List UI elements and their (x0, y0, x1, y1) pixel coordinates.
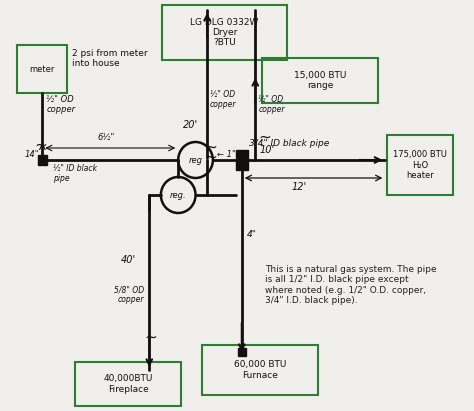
Text: 15,000 BTU
range: 15,000 BTU range (293, 71, 346, 90)
Text: 40,000BTU
Fireplace: 40,000BTU Fireplace (103, 374, 153, 394)
Text: 10': 10' (259, 145, 274, 155)
Text: ← 1": ← 1" (217, 150, 236, 159)
Text: meter: meter (30, 65, 55, 74)
Text: ~: ~ (145, 330, 157, 345)
Text: ~: ~ (204, 150, 217, 165)
Text: reg.: reg. (170, 191, 187, 199)
Text: reg: reg (189, 155, 202, 164)
Text: 6½": 6½" (97, 133, 115, 142)
Text: LG DLG 0332W
Dryer
?BTU: LG DLG 0332W Dryer ?BTU (190, 18, 259, 47)
Bar (262, 58, 378, 103)
Text: ½" OD
copper: ½" OD copper (210, 90, 237, 109)
Bar (387, 135, 453, 195)
Bar (162, 5, 287, 60)
Text: 2 psi from meter
into house: 2 psi from meter into house (72, 49, 148, 68)
Text: This is a natural gas system. The pipe
is all 1/2" I.D. black pipe except
where : This is a natural gas system. The pipe i… (265, 265, 437, 305)
Text: 175,000 BTU
H₂O
heater: 175,000 BTU H₂O heater (393, 150, 447, 180)
Text: ~: ~ (204, 140, 217, 155)
Text: ~: ~ (35, 138, 47, 153)
Text: 14": 14" (25, 150, 40, 159)
Text: 4": 4" (246, 230, 256, 239)
Text: 40': 40' (120, 255, 136, 265)
Bar (75, 362, 181, 406)
Text: ½" OD
copper: ½" OD copper (258, 95, 285, 114)
Bar (236, 150, 247, 170)
Text: 20': 20' (183, 120, 198, 130)
Text: 12': 12' (291, 182, 306, 192)
Text: 3/4" ID black pipe: 3/4" ID black pipe (249, 139, 329, 148)
Text: 5/8" OD
copper: 5/8" OD copper (114, 285, 145, 305)
Bar (238, 348, 246, 356)
Text: 60,000 BTU
Furnace: 60,000 BTU Furnace (234, 360, 286, 380)
Bar (37, 155, 47, 165)
Text: ½" ID black
pipe: ½" ID black pipe (53, 164, 97, 183)
Text: ½" OD
copper: ½" OD copper (46, 95, 75, 114)
Text: ~: ~ (258, 130, 271, 145)
Bar (18, 45, 67, 93)
Bar (202, 345, 318, 395)
